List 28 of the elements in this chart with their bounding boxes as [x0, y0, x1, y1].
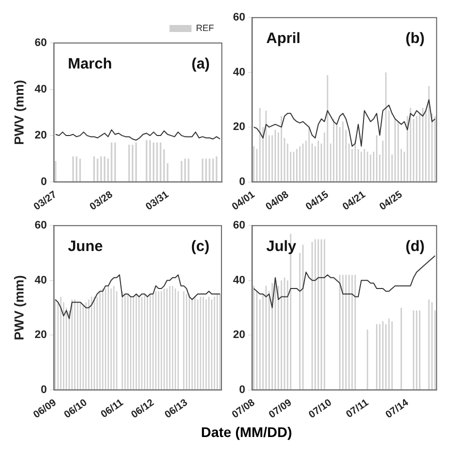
text: March: [68, 56, 112, 73]
y-tick-label: 0: [239, 176, 246, 188]
annotation: (b): [405, 30, 425, 48]
y-tick-label: 0: [40, 384, 47, 396]
y-tick-label: 60: [232, 220, 246, 232]
annotation: (d): [405, 238, 425, 256]
y-tick-label: 60: [232, 12, 246, 24]
y-tick-label: 0: [239, 384, 246, 396]
text: July: [266, 238, 297, 256]
y-tick-label: 60: [34, 220, 47, 232]
x-axis-title: Date (MM/DD): [200, 424, 293, 440]
y-tick-label: 40: [232, 274, 246, 286]
y-tick-label: 20: [232, 121, 246, 134]
y-tick-label: 0: [40, 176, 47, 188]
y-tick-label: 20: [34, 329, 47, 342]
y-tick-label: 40: [34, 274, 47, 286]
text: April: [266, 30, 300, 48]
y-tick-label: 40: [34, 83, 47, 96]
y-tick-label: 20: [34, 130, 47, 142]
annotation: (c): [191, 238, 210, 256]
text: June: [68, 238, 103, 256]
y-tick-label: 60: [34, 37, 47, 50]
legend-label: REF: [196, 22, 214, 33]
annotation: (a): [191, 56, 210, 73]
y-tick-label: 20: [232, 329, 246, 342]
y-axis-title: PWV (mm): [11, 275, 26, 340]
y-axis-title: PWV (mm): [11, 80, 26, 145]
y-tick-label: 40: [232, 66, 246, 78]
